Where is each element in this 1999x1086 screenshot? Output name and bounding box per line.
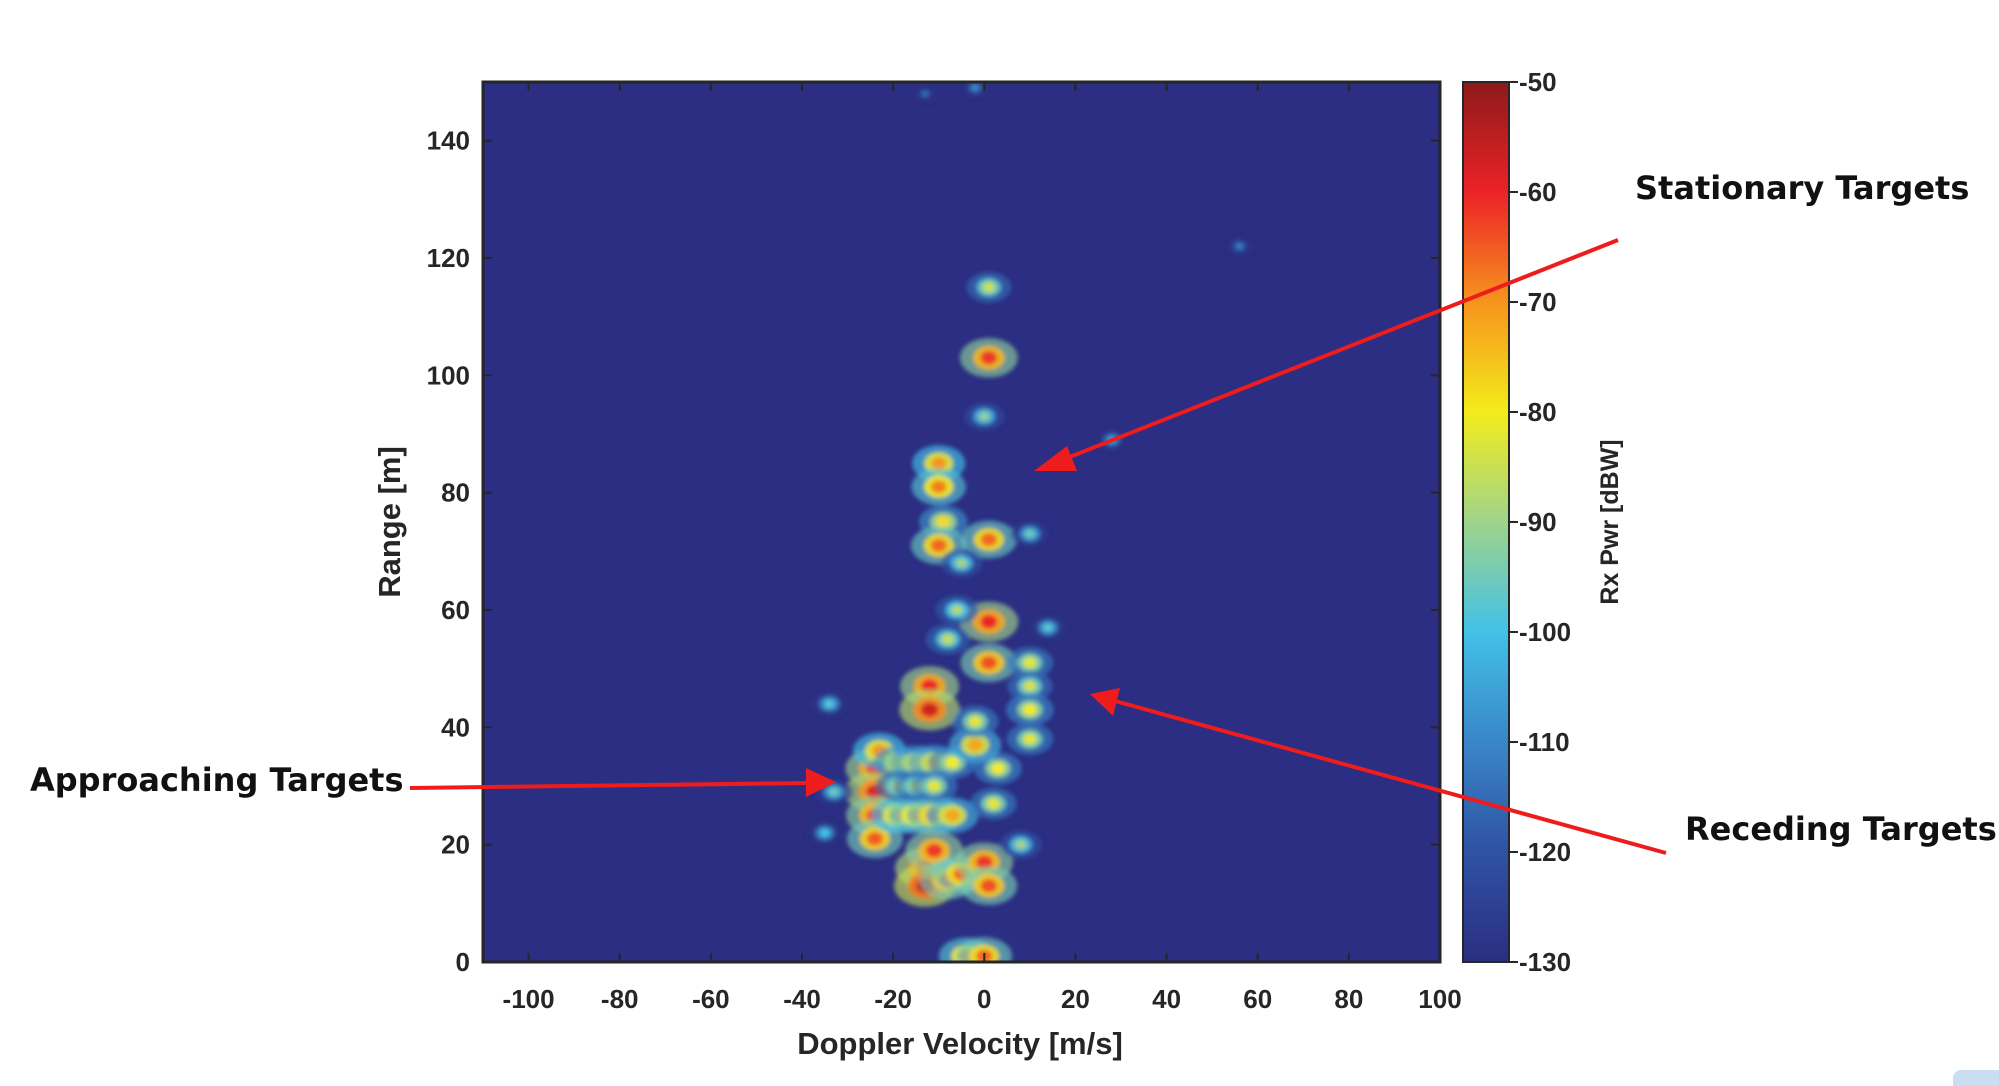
radar-return-core bbox=[975, 855, 993, 870]
radar-return-core bbox=[921, 90, 930, 97]
radar-return-core bbox=[828, 787, 840, 797]
y-tick-label: 20 bbox=[441, 830, 470, 860]
x-tick-label: 80 bbox=[1334, 984, 1363, 1014]
colorbar-tick-label: -90 bbox=[1519, 507, 1557, 537]
colorbar bbox=[1462, 81, 1510, 963]
x-axis-ticks: -100 -80 -60 -40 -20 0 20 40 60 80 100 bbox=[503, 82, 1462, 1014]
annotation-stationary: Stationary Targets bbox=[1034, 169, 1969, 471]
radar-return-core bbox=[1235, 242, 1244, 250]
radar-return-core bbox=[980, 614, 998, 629]
annotation-receding-text: Receding Targets bbox=[1685, 810, 1997, 848]
radar-return-core bbox=[823, 699, 835, 709]
radar-return-core bbox=[978, 411, 991, 422]
radar-return-core bbox=[980, 533, 997, 547]
x-tick-label: -80 bbox=[601, 984, 639, 1014]
radar-return-core bbox=[927, 780, 941, 792]
x-tick-label: 40 bbox=[1152, 984, 1181, 1014]
x-tick-label: -20 bbox=[874, 984, 912, 1014]
y-tick-label: 0 bbox=[456, 947, 470, 977]
radar-return-core bbox=[986, 798, 1001, 810]
y-axis-label: Range [m] bbox=[372, 446, 407, 598]
colorbar-ticks: -50 -60 -70 -80 -90 -100 -110 -120 -130 bbox=[1509, 67, 1571, 977]
x-tick-label: -60 bbox=[692, 984, 730, 1014]
y-tick-label: 80 bbox=[441, 478, 470, 508]
radar-return-core bbox=[941, 634, 955, 645]
radar-return-core bbox=[950, 604, 964, 616]
radar-return-core bbox=[920, 702, 939, 717]
radar-return-core bbox=[930, 538, 947, 553]
radar-return-core bbox=[945, 756, 960, 769]
radar-return-core bbox=[1014, 839, 1027, 850]
x-tick-label: -100 bbox=[503, 984, 555, 1014]
colorbar-tick-label: -80 bbox=[1519, 397, 1557, 427]
plot-frame bbox=[481, 80, 1442, 964]
radar-return-core bbox=[936, 516, 951, 528]
radar-return-core bbox=[866, 832, 884, 846]
y-tick-label: 60 bbox=[441, 595, 470, 625]
y-tick-label: 100 bbox=[427, 360, 470, 390]
radar-return-core bbox=[819, 828, 831, 838]
radar-return-core bbox=[1023, 733, 1037, 745]
x-tick-label: 60 bbox=[1243, 984, 1272, 1014]
radar-return-core bbox=[1023, 657, 1037, 669]
y-tick-label: 140 bbox=[427, 126, 470, 156]
colorbar-label: Rx Pwr [dBW] bbox=[1596, 439, 1624, 604]
radar-return-core bbox=[955, 558, 968, 569]
radar-return-core bbox=[980, 350, 998, 365]
x-axis-label: Doppler Velocity [m/s] bbox=[797, 1026, 1123, 1061]
annotation-approaching-text: Approaching Targets bbox=[30, 761, 404, 799]
radar-return-core bbox=[1022, 704, 1037, 716]
annotation-receding-arrowhead bbox=[1090, 688, 1120, 716]
annotation-stationary-arrow-shaft bbox=[1051, 238, 1619, 466]
y-tick-label: 120 bbox=[427, 243, 470, 273]
radar-return-core bbox=[982, 282, 996, 293]
radar-return-core bbox=[967, 738, 983, 752]
radar-return-core bbox=[925, 843, 943, 858]
radar-return-core bbox=[1023, 680, 1037, 692]
colorbar-tick-label: -120 bbox=[1519, 837, 1571, 867]
annotation-approaching: Approaching Targets bbox=[30, 761, 836, 799]
y-tick-label: 40 bbox=[441, 712, 470, 742]
x-tick-label: 20 bbox=[1061, 984, 1090, 1014]
radar-return-core bbox=[1042, 623, 1054, 633]
colorbar-tick-label: -130 bbox=[1519, 947, 1571, 977]
corner-tab bbox=[1953, 1070, 1999, 1086]
x-tick-label: 0 bbox=[977, 984, 991, 1014]
x-tick-label: 100 bbox=[1418, 984, 1461, 1014]
radar-return-core bbox=[968, 715, 982, 727]
radar-return-core bbox=[980, 656, 998, 670]
annotation-receding-arrow-shaft bbox=[1114, 699, 1667, 855]
radar-return-core bbox=[1024, 529, 1036, 539]
radar-return-core bbox=[930, 480, 947, 494]
colorbar-tick-label: -100 bbox=[1519, 617, 1571, 647]
colorbar-tick-label: -50 bbox=[1519, 67, 1557, 97]
radar-return-core bbox=[991, 762, 1005, 775]
annotation-receding: Receding Targets bbox=[1090, 688, 1997, 855]
annotation-stationary-text: Stationary Targets bbox=[1635, 169, 1969, 207]
annotation-approaching-arrow-shaft bbox=[409, 781, 811, 790]
colorbar-tick-label: -110 bbox=[1519, 727, 1570, 757]
radar-return-core bbox=[980, 879, 998, 893]
radar-return-core bbox=[970, 84, 980, 92]
x-tick-label: -40 bbox=[783, 984, 821, 1014]
radar-return-core bbox=[944, 809, 960, 822]
annotation-stationary-arrowhead bbox=[1034, 446, 1077, 471]
y-axis-ticks: 0 20 40 60 80 100 120 140 bbox=[427, 126, 1440, 977]
colorbar-tick-label: -60 bbox=[1519, 177, 1557, 207]
annotation-approaching-arrowhead bbox=[806, 768, 836, 797]
colorbar-tick-label: -70 bbox=[1519, 287, 1557, 317]
radar-return-core bbox=[931, 457, 947, 470]
